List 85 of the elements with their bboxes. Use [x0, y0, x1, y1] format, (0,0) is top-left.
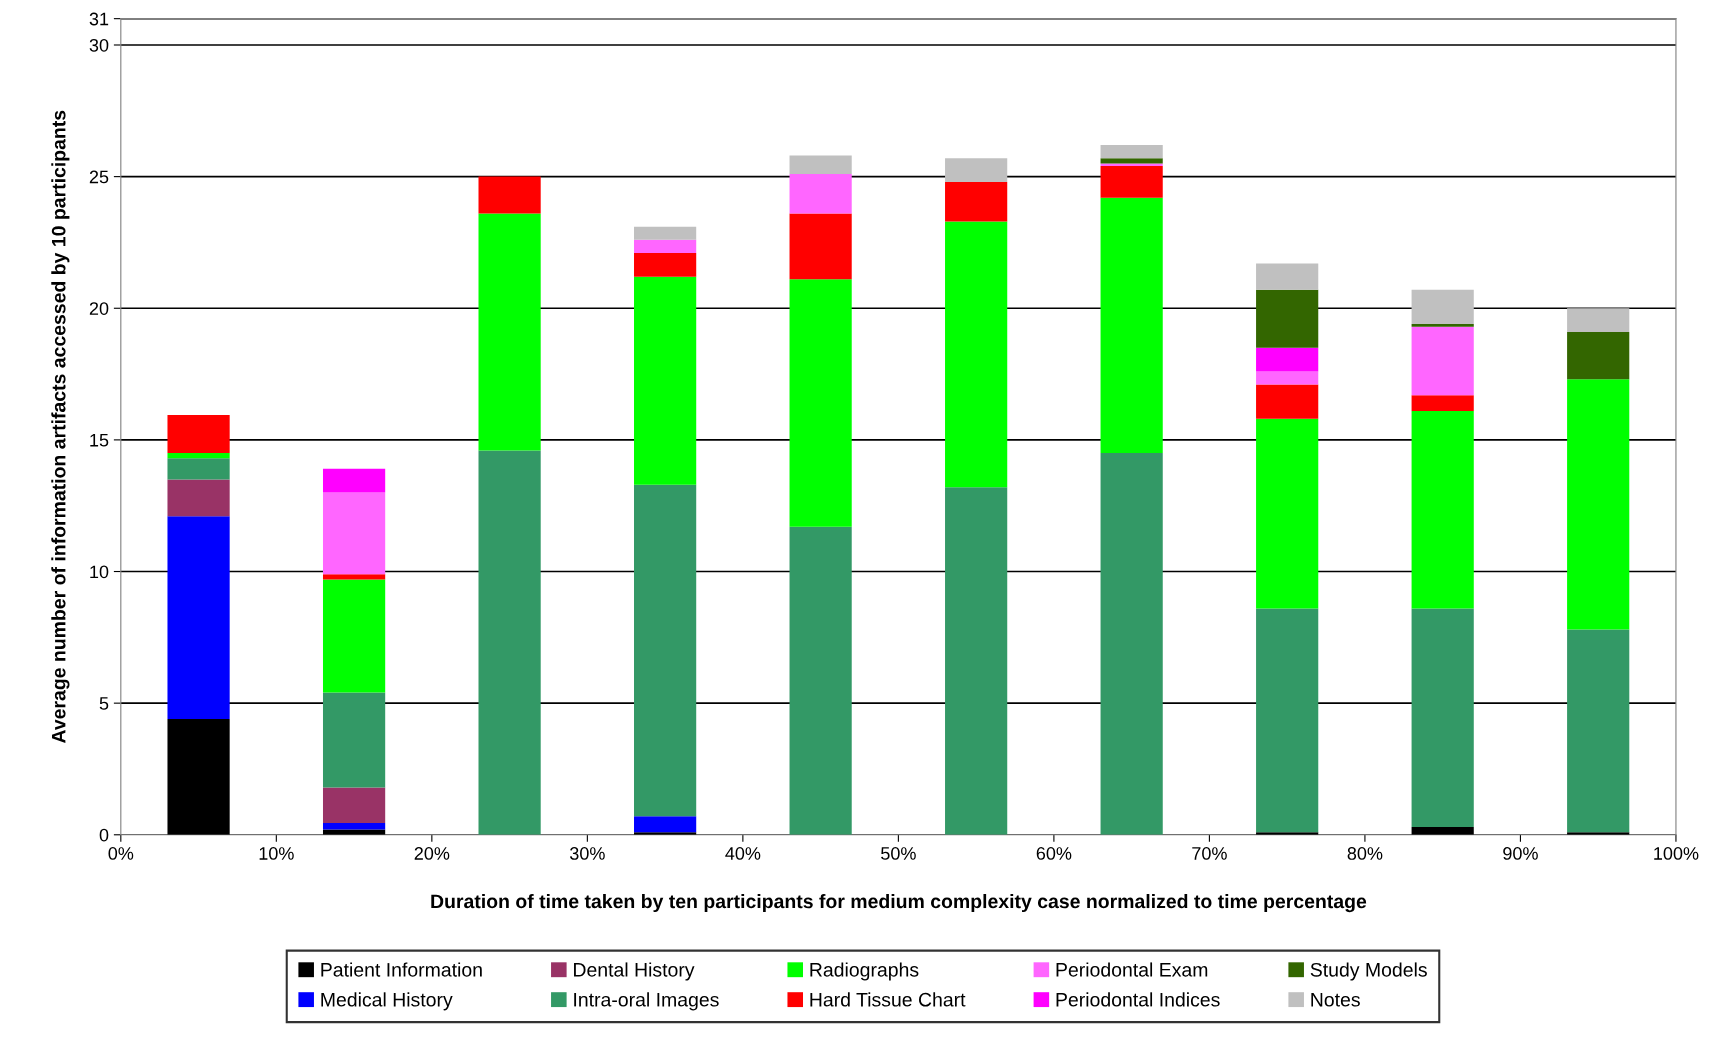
bar [322, 822, 386, 830]
bar [322, 787, 386, 823]
bar [789, 173, 852, 214]
bar [1411, 608, 1474, 827]
bar [1256, 263, 1319, 290]
bar [945, 487, 1008, 835]
bar [1567, 379, 1630, 630]
legend-label: Dental History [574, 962, 695, 981]
legend-label: Intra-oral Images [574, 992, 719, 1011]
bar [1100, 163, 1163, 167]
bar [1567, 629, 1630, 833]
y-tick-label: 20 [89, 302, 109, 315]
bar [1567, 308, 1630, 332]
bar [945, 181, 1008, 222]
bar [167, 414, 230, 454]
bar [1411, 324, 1474, 327]
bar [478, 213, 541, 451]
bar [1256, 289, 1319, 348]
bar [789, 213, 852, 280]
legend-label: Patient Information [321, 962, 482, 977]
bar [789, 155, 852, 174]
bar [945, 158, 1008, 182]
bar [1256, 418, 1319, 609]
y-tick-label: 0 [99, 828, 109, 842]
x-axis-title: Duration of time taken by ten participants for medium complexity case normalized to time percentage [431, 893, 1367, 913]
bar [1411, 289, 1474, 325]
x-tick-label: 100% [1654, 847, 1699, 860]
x-tick-label: 0% [108, 847, 134, 860]
x-tick-label: 70% [1192, 847, 1227, 860]
bar [167, 516, 230, 719]
bar [1411, 395, 1474, 411]
bar [167, 718, 230, 835]
bar [789, 279, 852, 527]
bar [1100, 453, 1163, 835]
x-tick-label: 50% [881, 847, 916, 860]
legend-label: Notes [1311, 993, 1360, 1007]
bar [1100, 166, 1163, 198]
bar [322, 574, 386, 580]
bar [634, 252, 697, 277]
x-tick-label: 40% [725, 847, 761, 860]
bar [1256, 384, 1319, 419]
bar [1256, 371, 1319, 385]
x-tick-label: 80% [1347, 847, 1383, 860]
bar [478, 176, 541, 214]
bar [634, 816, 697, 833]
bar [634, 226, 697, 240]
y-tick-label: 5 [99, 697, 109, 710]
bar [167, 453, 230, 459]
bar [789, 526, 852, 835]
bar [945, 221, 1008, 488]
legend-label: Radiographs [810, 962, 919, 981]
bar [1411, 326, 1474, 396]
bar [1567, 331, 1630, 380]
x-tick-label: 60% [1036, 847, 1072, 860]
bar [634, 276, 697, 485]
bar [322, 468, 386, 493]
bar [478, 450, 541, 835]
bar [322, 692, 386, 788]
x-tick-label: 20% [414, 847, 450, 860]
bar [1100, 197, 1163, 454]
bar [634, 239, 697, 253]
bar [167, 479, 230, 517]
x-tick-label: 30% [569, 847, 605, 860]
y-tick-label: 30 [89, 38, 109, 52]
y-tick-label: 10 [90, 565, 109, 579]
legend-label: Hard Tissue Chart [810, 992, 966, 1007]
x-tick-label: 90% [1503, 847, 1538, 860]
bar [634, 484, 697, 817]
bar [167, 458, 230, 480]
y-tick-label: 31 [89, 12, 109, 26]
bar [1100, 145, 1163, 159]
y-axis-title: Average number of information artifacts accessed by 10 participants [51, 110, 70, 744]
y-tick-label: 15 [90, 434, 109, 447]
y-tick-label: 25 [89, 170, 109, 184]
legend-label: Periodontal Exam [1056, 962, 1208, 977]
bar [1256, 608, 1319, 833]
legend-label: Periodontal Indices [1056, 992, 1220, 1007]
bar [322, 492, 386, 575]
bar [322, 579, 386, 693]
x-tick-label: 10% [259, 847, 294, 860]
bar [1411, 410, 1474, 609]
bar [1256, 347, 1319, 372]
bar [1100, 158, 1163, 164]
legend-label: Study Models [1310, 962, 1427, 981]
legend-label: Medical History [321, 992, 453, 1011]
